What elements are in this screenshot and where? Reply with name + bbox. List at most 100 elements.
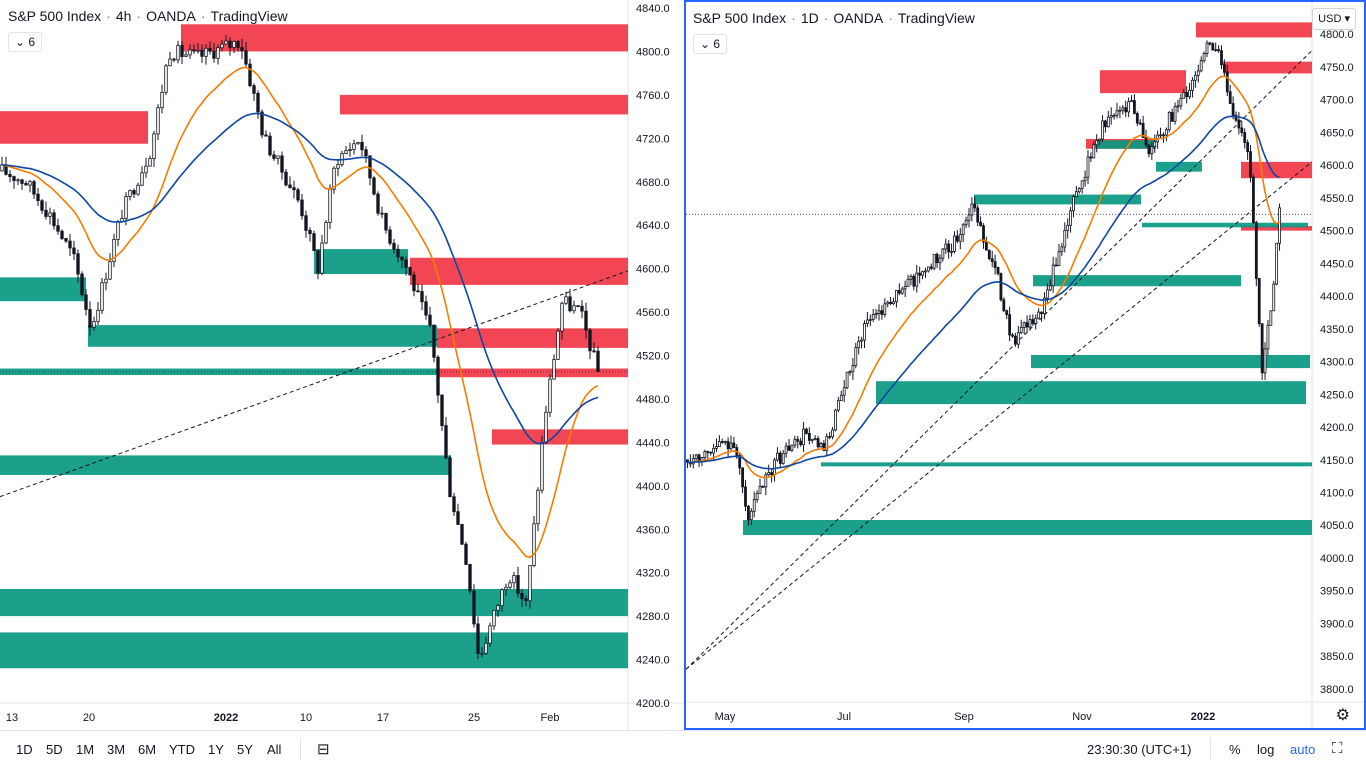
price-tick-label: 4360.0 — [636, 524, 670, 536]
candle-body — [1063, 229, 1067, 248]
range-button-all[interactable]: All — [267, 742, 282, 757]
range-button-1d[interactable]: 1D — [16, 742, 33, 757]
candle-body — [456, 511, 460, 525]
clock-display[interactable]: 23:30:30 (UTC+1) — [1087, 742, 1192, 757]
candle-body — [1040, 311, 1043, 315]
candle-body — [1080, 180, 1084, 189]
title-separator: · — [106, 8, 111, 24]
candle-body — [444, 425, 448, 459]
candle-body — [348, 149, 352, 152]
candle-body — [332, 167, 336, 190]
indicator-legend-toggle[interactable]: ⌄ 6 — [693, 34, 728, 54]
candle-body — [1060, 246, 1064, 253]
gear-icon[interactable]: ⚙ — [1335, 707, 1350, 724]
currency-label: USD — [1318, 13, 1342, 25]
candle-body — [376, 193, 380, 214]
candle-body — [128, 190, 132, 197]
range-button-6m[interactable]: 6M — [138, 742, 157, 757]
bottom-toolbar: 1D 5D 1M 3M 6M YTD 1Y 5Y All ⊟ 23:30:30 … — [0, 730, 1366, 769]
candle-body — [276, 155, 280, 159]
indicator-legend-toggle[interactable]: ⌄ 6 — [8, 32, 43, 52]
candle-body — [686, 459, 689, 463]
range-button-3m[interactable]: 3M — [107, 742, 126, 757]
candle-body — [432, 324, 436, 358]
chart-canvas-1d[interactable]: 4800.0 4750.0 4700.0 4650.0 4600.0 4550.0 4500… — [686, 2, 1364, 728]
candle-body — [1150, 146, 1154, 155]
candle-body — [1019, 326, 1023, 333]
candle-body — [1199, 60, 1203, 72]
interval-label: 4h — [115, 8, 132, 24]
candle-body — [715, 446, 718, 449]
candle-body — [272, 154, 276, 159]
log-scale-toggle[interactable]: log — [1257, 742, 1275, 757]
price-tick-label: 4700.0 — [1320, 95, 1354, 107]
candle-body — [440, 394, 444, 426]
candle-body — [1191, 79, 1194, 91]
candle-body — [396, 248, 400, 258]
date-range-icon[interactable]: ⊟ — [317, 741, 330, 758]
candle-body — [564, 296, 568, 304]
candle-body — [1176, 105, 1180, 108]
candle-body — [1254, 222, 1258, 279]
candle-body — [488, 625, 492, 644]
candle-body — [1225, 71, 1229, 93]
candle-body — [212, 50, 216, 59]
candle-body — [196, 49, 200, 52]
price-tick-label: 4600.0 — [1320, 160, 1354, 172]
range-button-1m[interactable]: 1M — [76, 742, 95, 757]
candle-body — [990, 258, 994, 263]
candle-body — [104, 278, 108, 284]
chevron-down-icon: ▾ — [1344, 13, 1350, 25]
chart-canvas-4h[interactable]: 4840.0 4800.0 4760.0 4720.0 4680.0 4640.0 4600… — [0, 0, 684, 730]
price-tick-label: 4100.0 — [1320, 487, 1354, 499]
chart-pane-4h[interactable]: 4840.0 4800.0 4760.0 4720.0 4680.0 4640.0 4600… — [0, 0, 685, 730]
candle-body — [770, 472, 774, 476]
candle-body — [1121, 107, 1125, 111]
supply-zone — [1241, 226, 1312, 231]
range-button-1y[interactable]: 1Y — [208, 742, 224, 757]
currency-selector[interactable]: USD ▾ — [1312, 8, 1356, 30]
time-tick-label: 20 — [83, 712, 95, 724]
candle-body — [1127, 101, 1131, 113]
candle-body — [576, 305, 580, 308]
candle-body — [842, 387, 846, 396]
range-button-ytd[interactable]: YTD — [169, 742, 195, 757]
candle-body — [1028, 319, 1032, 328]
candle-body — [228, 40, 232, 48]
auto-scale-toggle[interactable]: auto — [1290, 742, 1316, 757]
candle-body — [596, 350, 600, 372]
candle-body — [400, 256, 404, 261]
candle-body — [848, 371, 852, 374]
candle-body — [420, 291, 424, 303]
candle-body — [548, 378, 552, 413]
candle-body — [512, 575, 516, 584]
candle-body — [204, 47, 208, 57]
candle-body — [336, 164, 340, 169]
candle-body — [863, 323, 866, 341]
candle-body — [778, 452, 782, 464]
candle-body — [496, 605, 500, 611]
candle-body — [703, 451, 707, 458]
candle-body — [1182, 92, 1186, 99]
candle-body — [761, 485, 765, 488]
chart-pane-1d[interactable]: 4800.0 4750.0 4700.0 4650.0 4600.0 4550.0 4500… — [684, 0, 1366, 730]
candle-body — [999, 273, 1003, 301]
candle-body — [694, 454, 698, 459]
range-button-5y[interactable]: 5Y — [237, 742, 253, 757]
fullscreen-icon[interactable]: ⛶ — [1332, 740, 1343, 757]
percent-scale-toggle[interactable]: % — [1229, 742, 1241, 757]
candle-body — [176, 45, 180, 61]
range-button-5d[interactable]: 5D — [46, 742, 63, 757]
candle-body — [40, 200, 44, 211]
candle-body — [1138, 122, 1142, 125]
candle-body — [805, 428, 808, 434]
candle-body — [1118, 109, 1122, 112]
candle-body — [1144, 137, 1148, 146]
demand-zone — [821, 462, 1312, 467]
supply-zone — [492, 429, 628, 445]
price-tick-label: 3800.0 — [1320, 684, 1354, 696]
candle-body — [180, 45, 184, 57]
candle-body — [871, 314, 875, 320]
demand-zone — [1033, 275, 1241, 287]
candle-body — [252, 85, 256, 94]
